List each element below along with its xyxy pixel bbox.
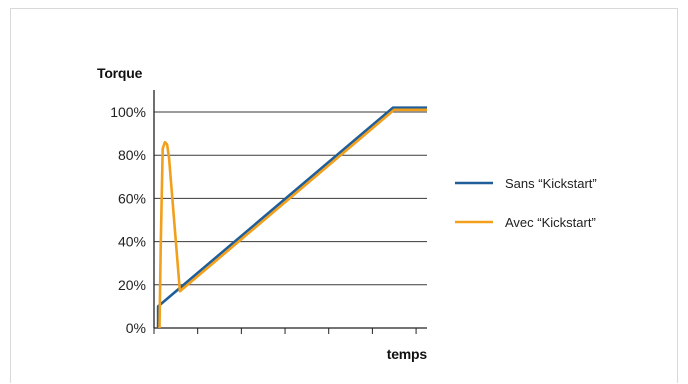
y-tick-label: 60%	[118, 190, 146, 206]
series-line-1	[156, 106, 427, 328]
y-tick-label: 80%	[118, 147, 146, 163]
legend-label-2: Avec “Kickstart”	[505, 215, 596, 230]
series-lines	[156, 106, 427, 329]
y-tick-label: 100%	[110, 104, 146, 120]
legend-label-1: Sans “Kickstart”	[505, 176, 597, 191]
x-axis-title: temps	[387, 346, 428, 362]
y-axis-title: Torque	[97, 65, 143, 81]
series-line-2	[158, 108, 427, 329]
chart-frame: 0% 20% 40% 60% 80% 100% Torque temps Sans “Ki…	[10, 8, 678, 383]
axes	[153, 90, 427, 334]
torque-chart: 0% 20% 40% 60% 80% 100% Torque temps Sans “Ki…	[97, 65, 597, 362]
y-tick-label: 40%	[118, 234, 146, 250]
y-tick-label: 0%	[126, 320, 146, 336]
legend: Sans “Kickstart” Avec “Kickstart”	[455, 176, 597, 230]
y-tick-label: 20%	[118, 277, 146, 293]
tick-labels: 0% 20% 40% 60% 80% 100%	[110, 104, 146, 336]
